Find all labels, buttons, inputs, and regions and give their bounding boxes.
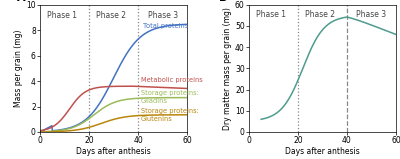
Text: Phase 1: Phase 1: [256, 10, 286, 19]
Text: Gliadins: Gliadins: [140, 98, 167, 104]
Text: Phase 2: Phase 2: [96, 11, 126, 20]
Text: Metabolic proteins: Metabolic proteins: [140, 77, 202, 83]
Text: Phase 3: Phase 3: [148, 11, 178, 20]
Y-axis label: Dry matter mass per grain (mg): Dry matter mass per grain (mg): [223, 7, 232, 130]
X-axis label: Days after anthesis: Days after anthesis: [76, 147, 151, 156]
Text: Phase 2: Phase 2: [305, 10, 335, 19]
X-axis label: Days after anthesis: Days after anthesis: [285, 147, 360, 156]
Text: B: B: [220, 0, 228, 3]
Y-axis label: Mass per grain (mg): Mass per grain (mg): [14, 30, 24, 107]
Text: Phase 3: Phase 3: [356, 10, 386, 19]
Text: Total proteins: Total proteins: [143, 23, 188, 29]
Text: Phase 1: Phase 1: [47, 11, 77, 20]
Text: Glutenins: Glutenins: [140, 116, 172, 122]
Text: Storage proteins:: Storage proteins:: [140, 90, 198, 96]
Text: A: A: [16, 0, 25, 3]
Text: Storage proteins:: Storage proteins:: [140, 108, 198, 114]
